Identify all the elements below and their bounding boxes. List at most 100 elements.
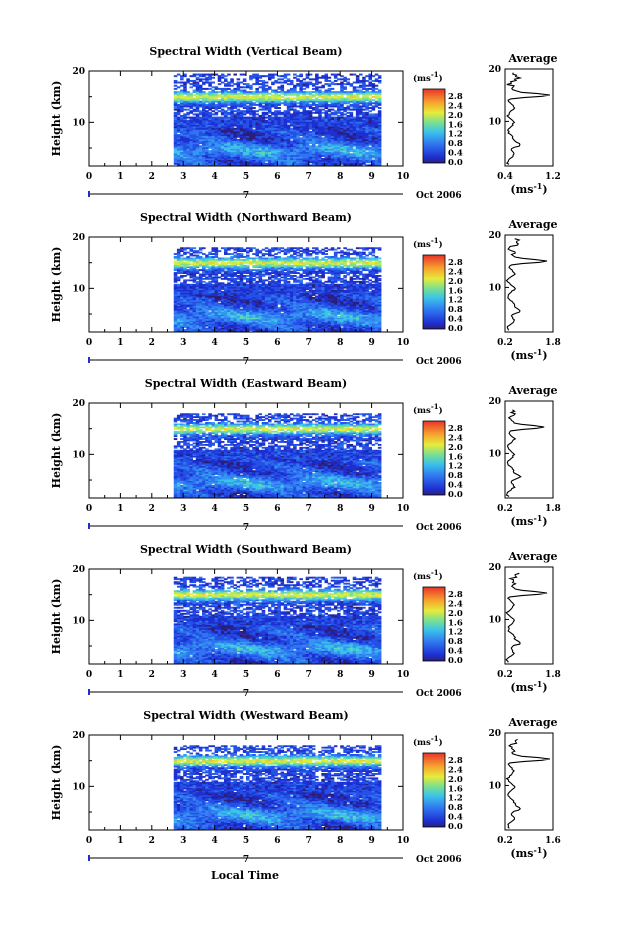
heatmap-cell bbox=[333, 110, 338, 113]
heatmap-cell bbox=[377, 159, 382, 162]
heatmap-cell bbox=[324, 146, 329, 149]
heatmap-cell bbox=[343, 122, 347, 125]
heatmap-cell bbox=[176, 105, 181, 108]
heatmap-cell bbox=[302, 158, 307, 161]
heatmap-cell bbox=[198, 118, 203, 121]
heatmap-cell bbox=[195, 161, 200, 164]
heatmap-cell bbox=[267, 130, 272, 133]
heatmap-cell bbox=[359, 113, 363, 116]
heatmap-cell bbox=[368, 118, 372, 121]
heatmap-cell bbox=[211, 159, 215, 162]
heatmap-cell bbox=[264, 132, 269, 135]
heatmap-cell bbox=[308, 111, 313, 114]
heatmap-cell bbox=[280, 130, 285, 133]
heatmap-cell bbox=[227, 154, 231, 157]
heatmap-cell bbox=[264, 87, 269, 90]
heatmap-cell bbox=[258, 138, 263, 141]
heatmap-cell bbox=[220, 140, 225, 143]
heatmap-cell bbox=[258, 130, 263, 133]
heatmap-cell bbox=[274, 100, 278, 103]
heatmap-cell bbox=[352, 138, 357, 141]
heatmap-cell bbox=[340, 81, 344, 84]
heatmap-cell bbox=[280, 135, 285, 138]
heatmap-cell bbox=[371, 151, 376, 154]
heatmap-cell bbox=[286, 83, 291, 86]
heatmap-cell bbox=[217, 130, 222, 133]
heatmap-cell bbox=[180, 143, 184, 146]
heatmap-cell bbox=[346, 126, 351, 129]
heatmap-cell bbox=[311, 119, 316, 122]
heatmap-cell bbox=[242, 159, 247, 162]
heatmap-cell bbox=[211, 150, 215, 153]
heatmap-cell bbox=[189, 137, 194, 140]
heatmap-cell bbox=[330, 137, 335, 140]
heatmap-cell bbox=[346, 135, 351, 138]
heatmap-cell bbox=[315, 162, 319, 165]
heatmap-cell bbox=[315, 148, 319, 151]
heatmap-cell bbox=[258, 140, 263, 143]
heatmap-cell bbox=[217, 122, 222, 125]
heatmap-cell bbox=[205, 143, 209, 146]
heatmap-cell bbox=[368, 146, 372, 149]
heatmap-cell bbox=[195, 119, 200, 122]
heatmap-cell bbox=[337, 156, 341, 159]
heatmap-cell bbox=[349, 103, 354, 106]
heatmap-cell bbox=[261, 134, 266, 137]
heatmap-cell bbox=[286, 124, 291, 127]
heatmap-cell bbox=[352, 161, 357, 164]
heatmap-cell bbox=[255, 140, 259, 143]
heatmap-cell bbox=[236, 99, 241, 102]
heatmap-cell bbox=[299, 137, 303, 140]
heatmap-cell bbox=[242, 151, 247, 154]
heatmap-cell bbox=[227, 138, 231, 141]
heatmap-cell bbox=[324, 105, 329, 108]
average-y-tick-label: 10 bbox=[488, 117, 501, 127]
heatmap-cell bbox=[220, 153, 225, 156]
heatmap-cell bbox=[346, 142, 351, 145]
heatmap-cell bbox=[233, 118, 237, 121]
heatmap-cell bbox=[176, 95, 181, 98]
heatmap-cell bbox=[374, 122, 379, 125]
heatmap-cell bbox=[308, 81, 313, 84]
heatmap-cell bbox=[299, 164, 303, 167]
heatmap-cell bbox=[255, 158, 259, 161]
heatmap-cell bbox=[321, 138, 325, 141]
heatmap-cell bbox=[293, 116, 297, 119]
heatmap-cell bbox=[296, 153, 300, 156]
heatmap-cell bbox=[176, 148, 181, 151]
heatmap-cell bbox=[324, 164, 329, 167]
heatmap-cell bbox=[286, 105, 291, 108]
heatmap-cell bbox=[214, 94, 219, 97]
heatmap-cell bbox=[264, 84, 269, 87]
heatmap-cell bbox=[264, 164, 269, 167]
heatmap-cell bbox=[249, 151, 253, 154]
heatmap-cell bbox=[252, 124, 256, 127]
heatmap-cell bbox=[217, 140, 222, 143]
heatmap-cell bbox=[311, 138, 316, 141]
heatmap-cell bbox=[208, 127, 212, 130]
heatmap-cell bbox=[258, 79, 263, 82]
heatmap-cell bbox=[205, 118, 209, 121]
heatmap-cell bbox=[211, 148, 215, 151]
heatmap-cell bbox=[211, 121, 215, 124]
heatmap-cell bbox=[311, 140, 316, 143]
heatmap-cell bbox=[293, 118, 297, 121]
heatmap-cell bbox=[261, 161, 266, 164]
heatmap-cell bbox=[258, 154, 263, 157]
heatmap-cell bbox=[289, 87, 294, 90]
heatmap-cell bbox=[239, 132, 244, 135]
heatmap-cell bbox=[242, 129, 247, 132]
heatmap-cell bbox=[224, 164, 228, 167]
heatmap-cell bbox=[195, 100, 200, 103]
heatmap-cell bbox=[239, 137, 244, 140]
heatmap-cell bbox=[333, 105, 338, 108]
heatmap-cell bbox=[277, 138, 281, 141]
heatmap-cell bbox=[355, 86, 360, 89]
heatmap-cell bbox=[236, 97, 241, 100]
heatmap-cell bbox=[186, 108, 190, 111]
heatmap-cell bbox=[359, 153, 363, 156]
heatmap-cell bbox=[377, 95, 382, 98]
heatmap-cell bbox=[217, 103, 222, 106]
heatmap-cell bbox=[198, 103, 203, 106]
heatmap-cell bbox=[183, 103, 187, 106]
